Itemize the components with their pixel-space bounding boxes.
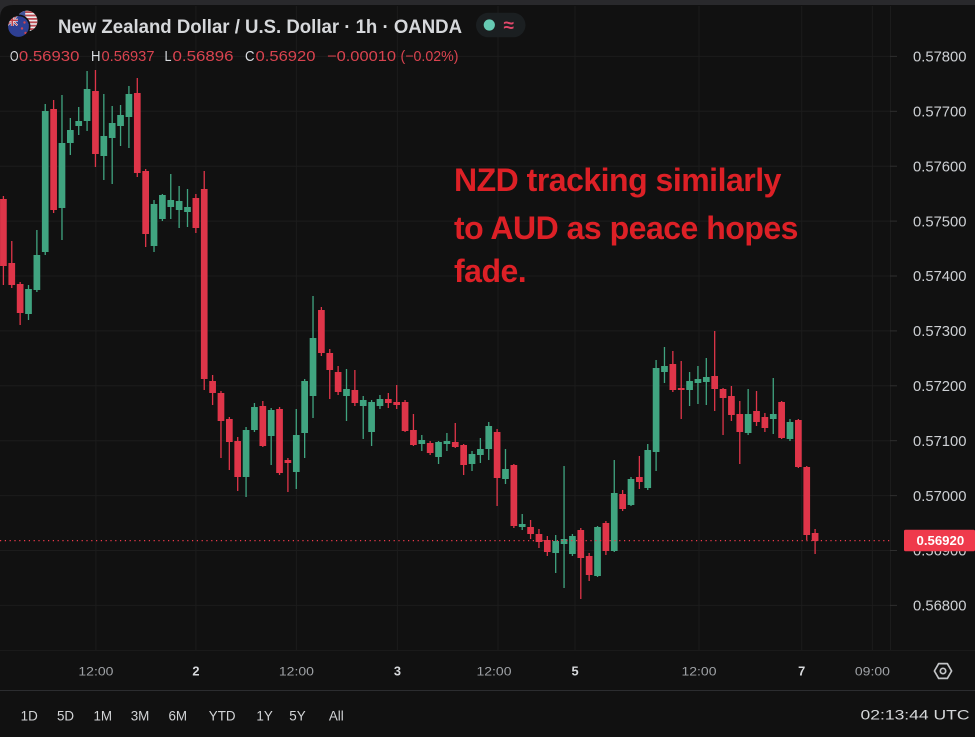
svg-text:YTD: YTD	[209, 709, 236, 724]
svg-text:12:00: 12:00	[279, 665, 314, 679]
svg-text:NZD tracking similarly: NZD tracking similarly	[454, 162, 782, 198]
svg-text:3: 3	[394, 664, 401, 679]
svg-text:2: 2	[192, 664, 199, 679]
svg-text:1D: 1D	[21, 709, 38, 724]
svg-text:6M: 6M	[168, 709, 187, 724]
svg-text:0.57200: 0.57200	[913, 379, 967, 395]
svg-text:New Zealand Dollar / U.S. Doll: New Zealand Dollar / U.S. Dollar · 1h · …	[58, 16, 462, 38]
svg-text:09:00: 09:00	[855, 665, 890, 679]
svg-text:to AUD as peace hopes: to AUD as peace hopes	[454, 210, 798, 246]
svg-text:5Y: 5Y	[289, 709, 305, 724]
svg-text:0.56920: 0.56920	[917, 533, 965, 548]
svg-text:0.57800: 0.57800	[913, 50, 967, 66]
svg-text:≈: ≈	[504, 16, 515, 37]
svg-text:1Y: 1Y	[256, 709, 272, 724]
svg-text:5D: 5D	[57, 709, 74, 724]
svg-text:02:13:44 UTC: 02:13:44 UTC	[861, 708, 970, 723]
svg-text:1M: 1M	[93, 709, 112, 724]
svg-text:12:00: 12:00	[682, 665, 717, 679]
svg-text:0.56800: 0.56800	[913, 599, 967, 615]
svg-text:0.57600: 0.57600	[913, 159, 967, 175]
svg-text:12:00: 12:00	[477, 665, 512, 679]
svg-text:12:00: 12:00	[78, 665, 113, 679]
svg-text:fade.: fade.	[454, 253, 526, 289]
svg-text:All: All	[329, 709, 344, 724]
svg-text:7: 7	[798, 664, 805, 679]
svg-text:0.57400: 0.57400	[913, 269, 967, 285]
svg-text:0.57300: 0.57300	[913, 324, 967, 340]
svg-text:3M: 3M	[131, 709, 150, 724]
svg-text:0.57500: 0.57500	[913, 214, 967, 230]
svg-text:0.57700: 0.57700	[913, 105, 967, 121]
svg-text:0.57100: 0.57100	[913, 434, 967, 450]
svg-text:5: 5	[571, 664, 578, 679]
svg-text:0.57000: 0.57000	[913, 489, 967, 505]
